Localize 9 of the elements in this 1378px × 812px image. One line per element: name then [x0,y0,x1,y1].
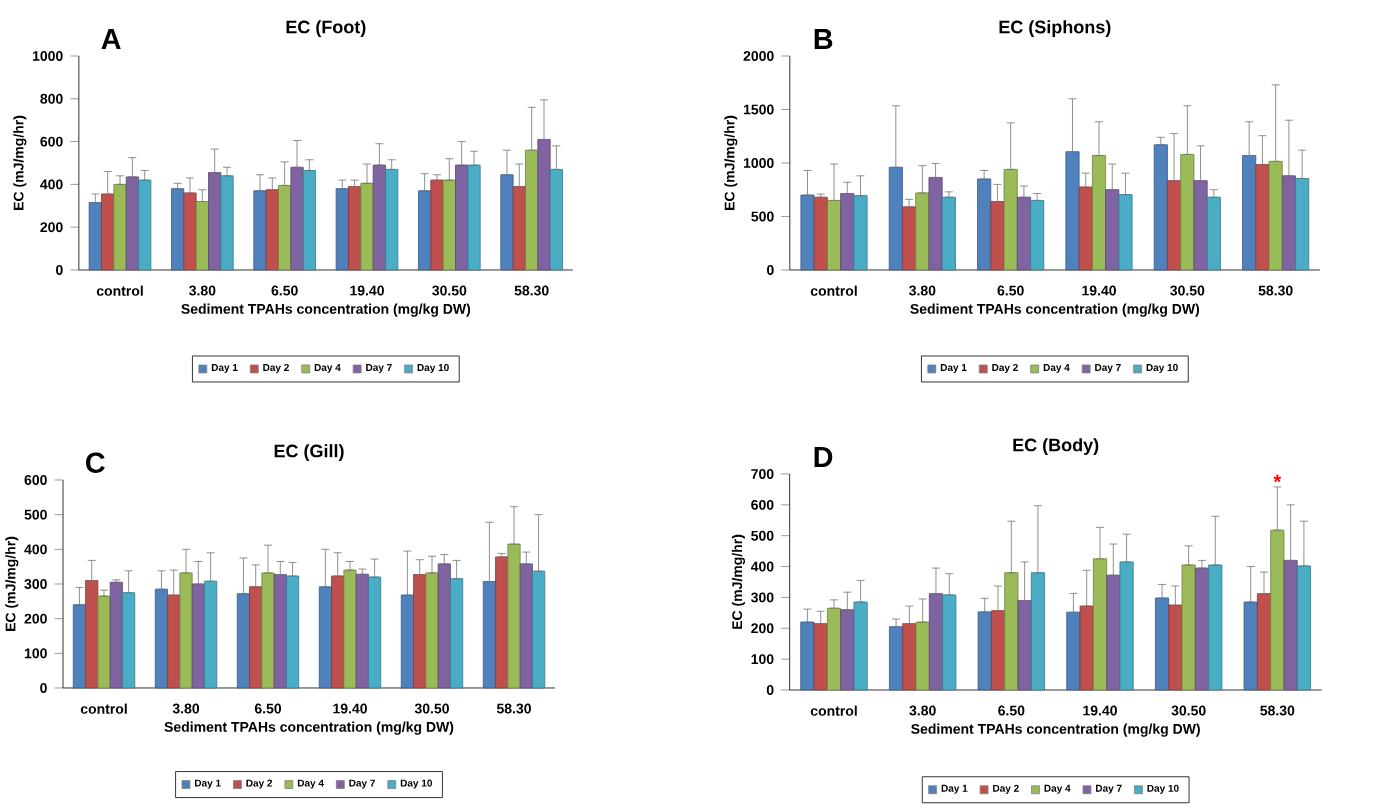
chart-title: EC (Siphons) [999,20,1111,37]
text: A [101,29,121,49]
chart-title: EC (Body) [1013,438,1099,455]
text: C [86,452,105,473]
chart-title: EC (Gill) [274,444,344,461]
annotation: * [1273,474,1282,483]
text: B [814,29,833,49]
chart-title: EC (Foot) [286,20,366,37]
text: D [814,447,833,467]
